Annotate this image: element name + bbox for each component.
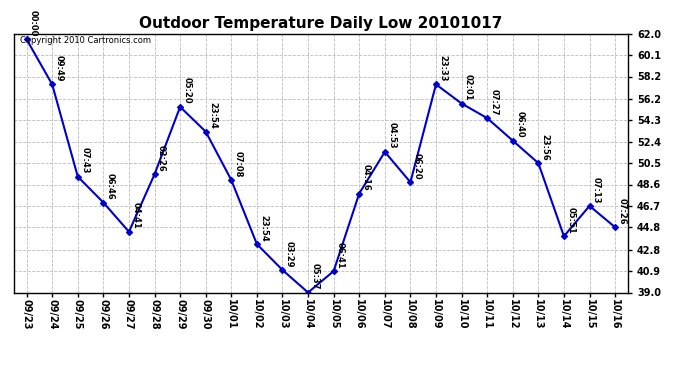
Text: 23:56: 23:56: [541, 134, 550, 160]
Text: 02:26: 02:26: [157, 145, 166, 172]
Text: 05:20: 05:20: [183, 78, 192, 104]
Text: 03:29: 03:29: [285, 241, 294, 267]
Text: 05:37: 05:37: [310, 263, 319, 290]
Text: 09:49: 09:49: [55, 55, 63, 82]
Text: 07:27: 07:27: [490, 89, 499, 116]
Text: 04:41: 04:41: [131, 202, 140, 229]
Title: Outdoor Temperature Daily Low 20101017: Outdoor Temperature Daily Low 20101017: [139, 16, 502, 31]
Text: 06:20: 06:20: [413, 153, 422, 180]
Text: 23:33: 23:33: [438, 55, 447, 82]
Text: Copyright 2010 Cartronics.com: Copyright 2010 Cartronics.com: [20, 36, 151, 45]
Text: 06:46: 06:46: [106, 173, 115, 200]
Text: 06:40: 06:40: [515, 111, 524, 138]
Text: 06:41: 06:41: [336, 242, 345, 268]
Text: 23:54: 23:54: [259, 214, 268, 242]
Text: 04:53: 04:53: [387, 123, 396, 149]
Text: 02:01: 02:01: [464, 74, 473, 101]
Text: 04:16: 04:16: [362, 164, 371, 191]
Text: 07:08: 07:08: [234, 151, 243, 177]
Text: 07:26: 07:26: [618, 198, 627, 225]
Text: 23:54: 23:54: [208, 102, 217, 129]
Text: 05:51: 05:51: [566, 207, 575, 234]
Text: 00:00: 00:00: [29, 10, 38, 37]
Text: 07:43: 07:43: [80, 147, 89, 174]
Text: 07:13: 07:13: [592, 177, 601, 203]
